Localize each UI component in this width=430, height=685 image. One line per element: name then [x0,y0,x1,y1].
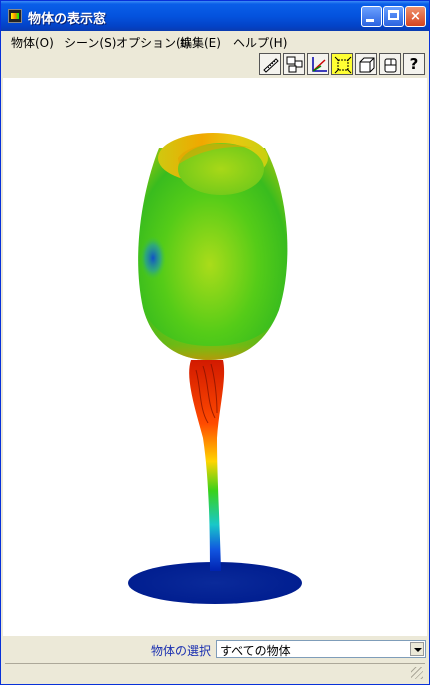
ruler-icon [263,58,279,73]
goblet-render [128,133,302,604]
box-tool-button[interactable] [355,53,377,75]
help-icon: ? [409,55,419,73]
maximize-icon [388,10,399,20]
title-bar[interactable]: 物体の表示窓 × [1,1,429,31]
box-icon [359,57,375,73]
copy-icon [384,58,397,73]
goblet-inner [178,143,264,195]
object-select-dropdown[interactable]: すべての物体 [216,640,426,658]
toolbar: ? [1,51,429,77]
fit-tool-button[interactable] [331,53,353,75]
goblet-base [128,562,302,604]
menu-bar: 物体(O) シーン(S) オプション(t) 編集(E) ヘルプ(H) [1,31,429,51]
chevron-down-icon[interactable] [410,642,424,656]
window-title: 物体の表示窓 [28,12,107,27]
menu-object[interactable]: 物体(O) [11,36,54,50]
ruler-tool-button[interactable] [259,53,281,75]
resize-grip-icon[interactable] [411,667,423,679]
layout-icon [286,56,303,73]
goblet-cup [138,148,288,360]
axes-tool-button[interactable] [307,53,329,75]
object-select-label: 物体の選択 [151,644,212,658]
menu-help[interactable]: ヘルプ(H) [233,36,288,50]
copy-tool-button[interactable] [379,53,401,75]
goblet-stem [189,360,225,571]
axes-icon [312,57,327,72]
close-button[interactable]: × [405,6,426,27]
status-bar [5,663,425,681]
minimize-icon [366,19,374,22]
fit-icon [334,56,352,74]
minimize-button[interactable] [361,6,382,27]
close-icon: × [410,9,421,24]
object-select-value: すべての物体 [220,644,291,658]
menu-edit[interactable]: 編集(E) [180,36,221,50]
3d-viewport[interactable] [3,78,427,636]
app-icon[interactable] [8,9,22,23]
menu-options[interactable]: オプション(t) [116,36,191,50]
object-selection-bar: 物体の選択 すべての物体 [1,637,429,661]
menu-scene[interactable]: シーン(S) [64,36,117,50]
layout-tool-button[interactable] [283,53,305,75]
help-tool-button[interactable]: ? [403,53,425,75]
maximize-button[interactable] [383,6,404,27]
